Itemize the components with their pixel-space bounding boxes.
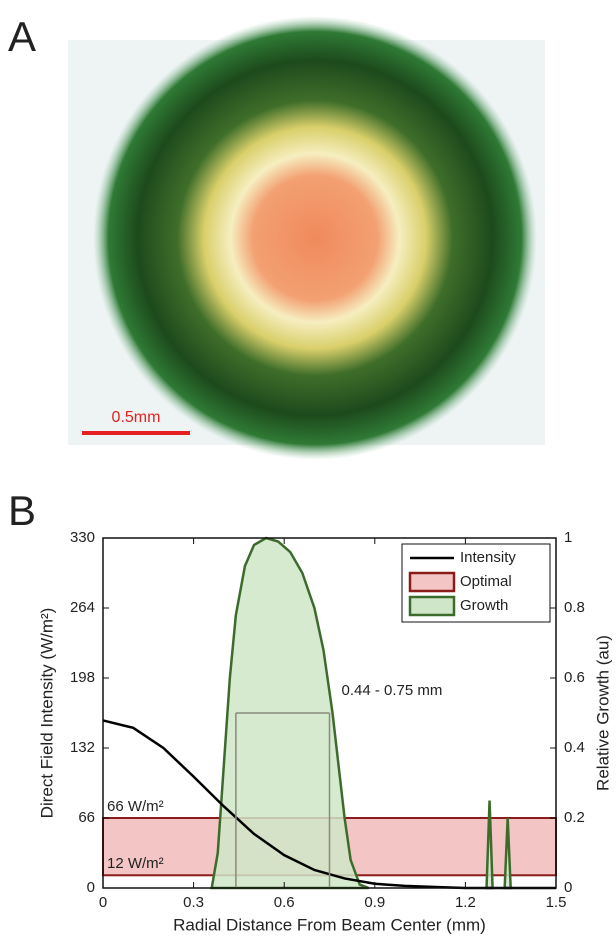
x-tick-label: 0.6 bbox=[274, 894, 295, 911]
legend-swatch bbox=[408, 571, 456, 593]
y2-tick-label: 0.8 bbox=[564, 599, 585, 616]
legend-label: Intensity bbox=[460, 549, 516, 566]
scale-bar-label: 0.5mm bbox=[112, 409, 161, 426]
y2-tick-label: 0.6 bbox=[564, 669, 585, 686]
colony bbox=[93, 16, 537, 460]
legend-label: Optimal bbox=[460, 573, 512, 590]
x-tick-label: 1.5 bbox=[546, 894, 567, 911]
y-tick-label: 264 bbox=[70, 599, 95, 616]
y-tick-label: 198 bbox=[70, 669, 95, 686]
x-axis-label: Radial Distance From Beam Center (mm) bbox=[173, 915, 486, 934]
y2-axis-label: Relative Growth (au) bbox=[593, 635, 612, 791]
y2-tick-label: 0.4 bbox=[564, 739, 585, 756]
y-tick-label: 0 bbox=[87, 879, 95, 896]
x-tick-label: 0.3 bbox=[183, 894, 204, 911]
legend-label: Growth bbox=[460, 597, 508, 614]
panel-label: A bbox=[8, 13, 36, 60]
chart: 12 W/m² 66 W/m² 0.44 - 0.75 mm 0 0.3 0.6 0.9 1.… bbox=[37, 529, 612, 935]
y-axis-label: Direct Field Intensity (W/m²) bbox=[37, 608, 56, 819]
y-tick-label: 66 bbox=[78, 809, 95, 826]
y2-tick-label: 0 bbox=[564, 879, 572, 896]
x-tick-label: 0.9 bbox=[364, 894, 385, 911]
band-label: 66 W/m² bbox=[107, 798, 164, 815]
x-tick-label: 1.2 bbox=[455, 894, 476, 911]
y-tick-label: 330 bbox=[70, 529, 95, 546]
y2-tick-label: 1 bbox=[564, 529, 572, 546]
range-label: 0.44 - 0.75 mm bbox=[342, 682, 443, 699]
panel-label: B bbox=[8, 487, 36, 534]
legend-swatch bbox=[408, 595, 456, 617]
band-label: 12 W/m² bbox=[107, 855, 164, 872]
y2-tick-label: 0.2 bbox=[564, 809, 585, 826]
x-tick-label: 0 bbox=[99, 894, 107, 911]
y-tick-label: 132 bbox=[70, 739, 95, 756]
plot-frame bbox=[102, 537, 557, 889]
